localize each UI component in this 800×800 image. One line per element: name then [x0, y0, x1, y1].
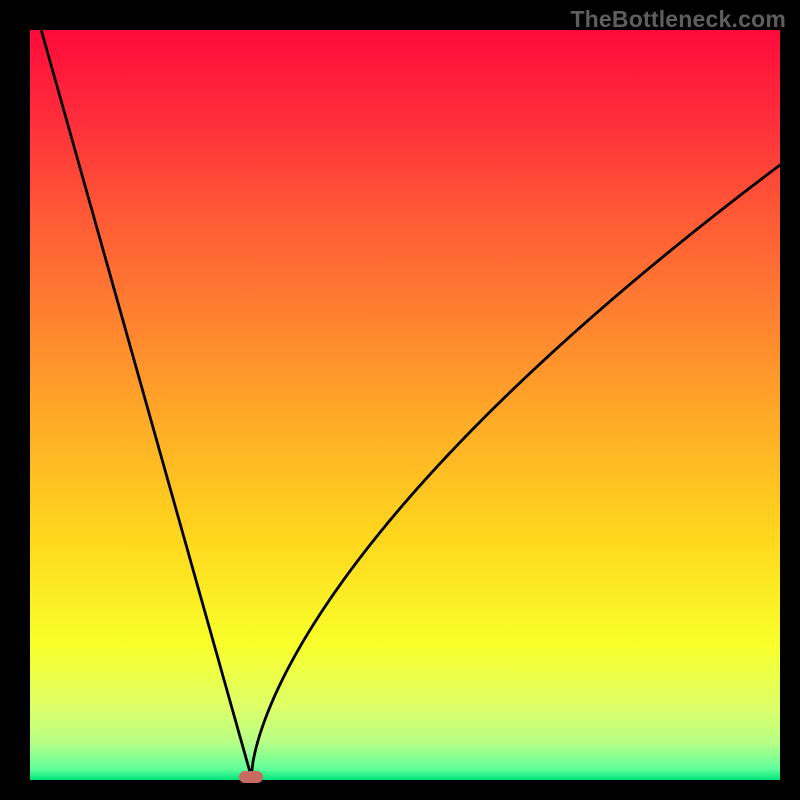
chart-container: TheBottleneck.com: [0, 0, 800, 800]
plot-area: [30, 30, 780, 780]
watermark-text: TheBottleneck.com: [570, 6, 786, 33]
minimum-marker: [239, 771, 263, 783]
bottleneck-curve: [30, 30, 780, 780]
